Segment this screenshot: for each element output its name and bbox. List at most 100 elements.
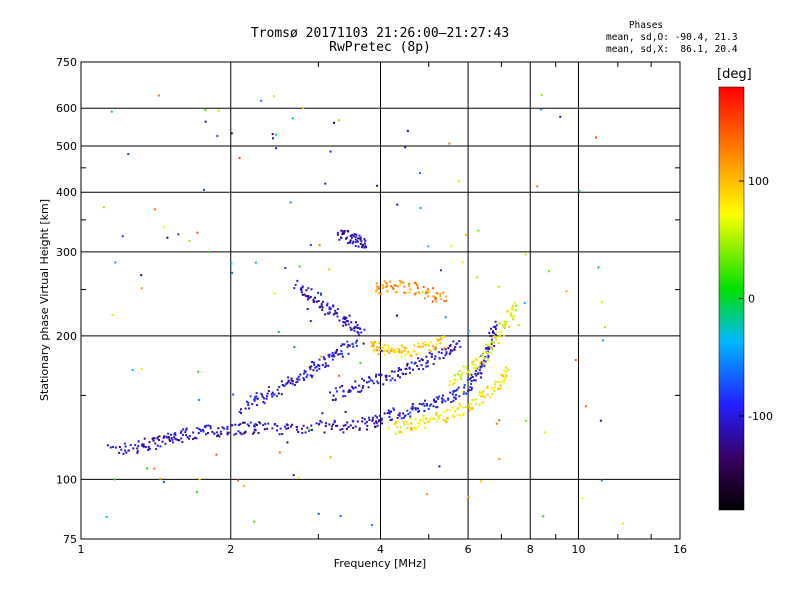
echo-point: [278, 385, 281, 388]
echo-point: [321, 412, 324, 415]
echo-point: [389, 418, 392, 421]
echo-point: [332, 423, 335, 426]
echo-point: [253, 398, 256, 401]
echo-point: [121, 235, 124, 238]
echo-point: [312, 361, 315, 364]
echo-point: [399, 426, 402, 429]
echo-point: [456, 413, 459, 416]
echo-point: [403, 423, 406, 426]
echo-point: [449, 391, 452, 394]
echo-point: [329, 456, 332, 459]
echo-point: [300, 289, 303, 292]
echo-point: [414, 407, 417, 410]
echo-point: [492, 386, 495, 389]
echo-point: [332, 305, 335, 308]
echo-point: [293, 383, 296, 386]
echo-point: [393, 370, 396, 373]
echo-point: [398, 350, 401, 353]
echo-point: [540, 94, 543, 97]
echo-point: [322, 356, 325, 359]
echo-point: [444, 347, 447, 350]
echo-point: [266, 392, 269, 395]
echo-point: [332, 353, 335, 356]
echo-point: [420, 403, 423, 406]
echo-point: [352, 240, 355, 243]
echo-point: [414, 417, 417, 420]
echo-point: [408, 371, 411, 374]
echo-point: [328, 306, 331, 309]
echo-point: [403, 349, 406, 352]
echo-point: [184, 431, 187, 434]
echo-point: [333, 419, 336, 422]
echo-point: [434, 355, 437, 358]
echo-point: [387, 345, 390, 348]
echo-point: [396, 416, 399, 419]
echo-point: [352, 420, 355, 423]
echo-point: [315, 369, 318, 372]
echo-point: [321, 306, 324, 309]
echo-point: [415, 427, 418, 430]
echo-point: [342, 389, 345, 392]
echo-point: [213, 432, 216, 435]
y-tick-label: 400: [56, 186, 77, 199]
echo-point: [357, 334, 360, 337]
echo-point: [427, 245, 430, 248]
echo-point: [503, 379, 506, 382]
echo-point: [388, 415, 391, 418]
echo-point: [271, 391, 274, 394]
echo-point: [198, 478, 201, 481]
echo-point: [427, 288, 430, 291]
echo-point: [354, 245, 357, 248]
echo-point: [392, 287, 395, 290]
echo-point: [327, 354, 330, 357]
echo-point: [391, 350, 394, 353]
echo-point: [510, 307, 513, 310]
echo-point: [207, 251, 210, 254]
echo-point: [483, 395, 486, 398]
echo-point: [504, 376, 507, 379]
echo-point: [331, 351, 334, 354]
echo-point: [440, 352, 443, 355]
echo-point: [388, 351, 391, 354]
echo-point: [357, 245, 360, 248]
echo-point: [185, 429, 188, 432]
echo-point: [403, 285, 406, 288]
echo-point: [491, 335, 494, 338]
echo-point: [136, 450, 139, 453]
x-tick-label: 6: [465, 543, 472, 556]
echo-point: [201, 428, 204, 431]
echo-point: [325, 422, 328, 425]
echo-point: [287, 379, 290, 382]
echo-point: [482, 361, 485, 364]
echo-point: [106, 444, 109, 447]
echo-point: [489, 396, 492, 399]
echo-point: [466, 378, 469, 381]
echo-point: [365, 381, 368, 384]
echo-point: [262, 424, 265, 427]
echo-point: [351, 342, 354, 345]
echo-point: [349, 390, 352, 393]
echo-point: [366, 424, 369, 427]
echo-point: [464, 406, 467, 409]
echo-point: [363, 246, 366, 249]
echo-point: [474, 398, 477, 401]
echo-point: [436, 406, 439, 409]
echo-point: [491, 342, 494, 345]
echo-point: [248, 407, 251, 410]
echo-point: [272, 95, 275, 98]
echo-point: [412, 349, 415, 352]
echo-point: [492, 331, 495, 334]
x-axis-label: Frequency [MHz]: [334, 557, 426, 570]
echo-point: [352, 345, 355, 348]
echo-point: [302, 377, 305, 380]
echo-point: [289, 201, 292, 204]
echo-point: [320, 421, 323, 424]
echo-point: [470, 373, 473, 376]
echo-point: [279, 427, 282, 430]
echo-point: [273, 393, 276, 396]
echo-point: [400, 351, 403, 354]
echo-point: [498, 457, 501, 460]
echo-point: [469, 386, 472, 389]
echo-point: [495, 324, 498, 327]
echo-point: [470, 388, 473, 391]
